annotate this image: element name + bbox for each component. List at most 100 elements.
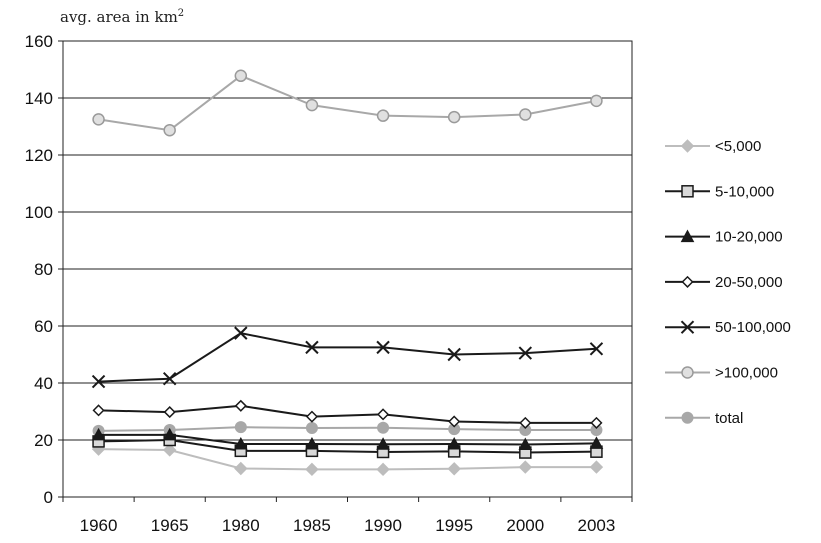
- data-point: [163, 406, 176, 419]
- legend-label: 10-20,000: [715, 229, 783, 246]
- data-point: [518, 460, 533, 474]
- data-point: [589, 436, 604, 449]
- y-tick-label: 20: [34, 431, 53, 450]
- data-point: [377, 408, 390, 421]
- data-point: [680, 320, 695, 334]
- series-line: [98, 438, 597, 454]
- data-point: [305, 422, 318, 435]
- data-point: [234, 69, 248, 83]
- series-6: [92, 421, 603, 437]
- data-point: [92, 113, 105, 126]
- x-tick-label: 1965: [151, 516, 189, 535]
- y-axis-label-superscript: 2: [178, 8, 184, 19]
- series-line: [98, 433, 597, 446]
- data-point: [376, 462, 390, 477]
- y-tick-label: 160: [25, 32, 53, 51]
- x-axis-ticks: 1960 1965 1980 1985 1990 1995 2000 2003: [62, 497, 633, 535]
- legend-item: 10-20,000: [665, 229, 783, 246]
- data-point: [681, 275, 694, 288]
- data-point: [234, 326, 248, 340]
- data-point: [590, 94, 603, 108]
- data-point: [376, 340, 390, 355]
- series-group: [91, 69, 604, 477]
- data-point: [447, 462, 461, 476]
- data-point: [680, 229, 695, 243]
- data-point: [376, 109, 390, 122]
- y-tick-label: 140: [25, 89, 53, 108]
- y-axis-label-text: avg. area in km: [60, 8, 178, 26]
- data-point: [377, 421, 390, 434]
- data-point: [305, 436, 319, 450]
- y-axis-label: avg. area in km2: [60, 8, 184, 26]
- plot-frame: [62, 40, 633, 498]
- data-point: [233, 436, 248, 450]
- legend-item: <5,000: [665, 138, 761, 155]
- data-point: [162, 443, 177, 457]
- series-line: [98, 404, 597, 424]
- data-point: [448, 415, 461, 428]
- legend-label: 50-100,000: [715, 319, 791, 336]
- data-point: [447, 110, 461, 124]
- legend-label: 5-10,000: [715, 183, 774, 200]
- legend-label: <5,000: [715, 138, 761, 155]
- legend-item: total: [665, 410, 743, 427]
- series-2: [91, 427, 604, 451]
- x-tick-label: 1985: [293, 516, 331, 535]
- x-tick-label: 1980: [222, 516, 260, 535]
- y-tick-label: 80: [34, 260, 53, 279]
- data-point: [162, 427, 177, 441]
- series-5: [92, 69, 603, 137]
- data-point: [589, 342, 604, 356]
- legend: <5,000 5-10,000 10-20,000 20-50,000 50-100,0…: [665, 138, 791, 427]
- data-point: [234, 461, 248, 476]
- legend-label: 20-50,000: [715, 274, 783, 291]
- data-point: [519, 416, 532, 429]
- y-tick-label: 0: [44, 488, 53, 507]
- y-tick-label: 120: [25, 146, 53, 165]
- data-point: [162, 372, 177, 386]
- y-tick-label: 100: [25, 203, 53, 222]
- data-point: [589, 460, 604, 474]
- data-point: [681, 366, 694, 379]
- x-tick-label: 1995: [435, 516, 473, 535]
- x-tick-label: 2003: [578, 516, 616, 535]
- series-4: [91, 326, 604, 389]
- x-tick-label: 2000: [506, 516, 544, 535]
- x-tick-label: 1960: [80, 516, 118, 535]
- data-point: [447, 347, 461, 362]
- series-line: [98, 426, 597, 432]
- legend-item: 50-100,000: [665, 319, 791, 336]
- data-point: [519, 108, 532, 121]
- data-point: [305, 410, 318, 423]
- series-3: [92, 399, 603, 429]
- legend-item: 5-10,000: [665, 183, 774, 200]
- data-point: [447, 436, 462, 450]
- series-0: [91, 442, 604, 477]
- legend-item: >100,000: [665, 365, 778, 382]
- plot-area-border: [62, 40, 633, 498]
- y-axis-ticks: 0 20 40 60 80 100 120 140 160: [25, 32, 63, 507]
- series-line: [98, 74, 597, 132]
- data-point: [681, 411, 694, 424]
- data-point: [92, 404, 105, 417]
- series-line: [98, 448, 597, 471]
- gridlines: [63, 40, 632, 441]
- data-point: [163, 123, 176, 137]
- y-tick-label: 40: [34, 374, 53, 393]
- x-tick-label: 1990: [364, 516, 402, 535]
- data-point: [680, 139, 695, 153]
- legend-label: >100,000: [715, 365, 778, 382]
- data-point: [305, 98, 319, 112]
- legend-item: 20-50,000: [665, 274, 783, 291]
- data-point: [234, 399, 247, 412]
- series-line: [98, 332, 597, 383]
- data-point: [91, 374, 106, 389]
- data-point: [234, 421, 247, 434]
- data-point: [305, 462, 319, 477]
- y-tick-label: 60: [34, 317, 53, 336]
- data-point: [376, 437, 390, 450]
- data-point: [681, 185, 694, 198]
- data-point: [91, 427, 106, 441]
- data-point: [518, 346, 533, 360]
